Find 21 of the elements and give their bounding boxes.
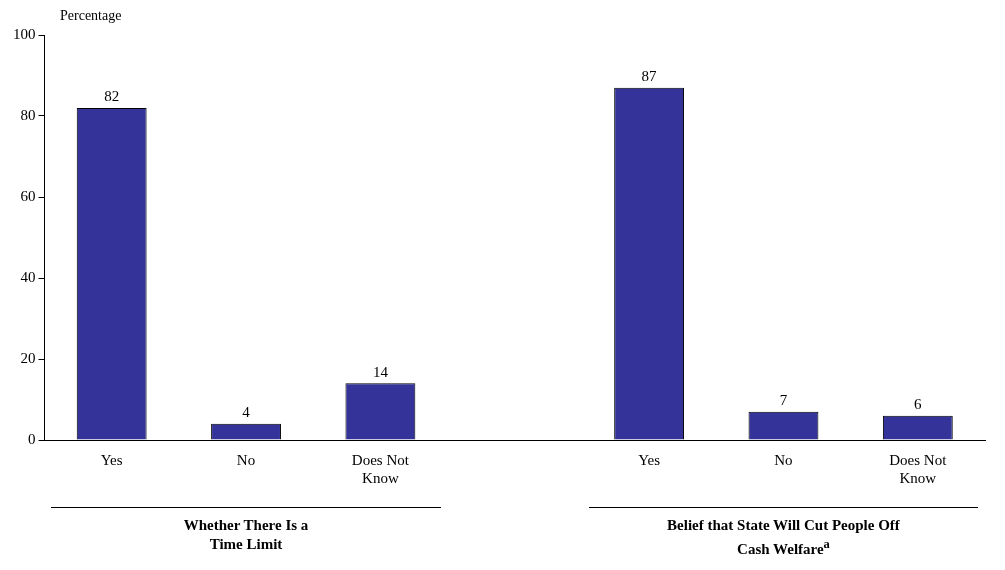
x-tick-label: Does Not Know — [889, 451, 948, 486]
text: Whether There Is a Time Limit — [51, 507, 441, 554]
data-label: 4 — [242, 404, 251, 421]
data-label: 7 — [779, 392, 788, 409]
y-tick-label: 40 — [20, 268, 36, 285]
y-tick-label: 0 — [28, 430, 36, 447]
x-tick-label: Yes — [100, 451, 123, 468]
data-label: 14 — [372, 363, 389, 380]
x-tick-label: No — [236, 451, 256, 468]
y-axis-title: Percentage — [60, 8, 122, 24]
y-tick-label: 80 — [20, 106, 36, 123]
x-tick-label: No — [774, 451, 793, 468]
x-tick-label: Does Not Know — [351, 451, 410, 486]
data-label: 82 — [104, 88, 120, 105]
y-tick-label: 100 — [13, 25, 36, 42]
y-tick-label: 20 — [20, 349, 36, 366]
data-label: 6 — [914, 396, 923, 413]
x-tick-label: Yes — [638, 451, 661, 468]
y-tick-label: 60 — [20, 187, 36, 204]
data-label: 87 — [641, 68, 658, 85]
text: Belief that State Will Cut People Off Cash Welfare$^{a}$ — [588, 507, 979, 559]
